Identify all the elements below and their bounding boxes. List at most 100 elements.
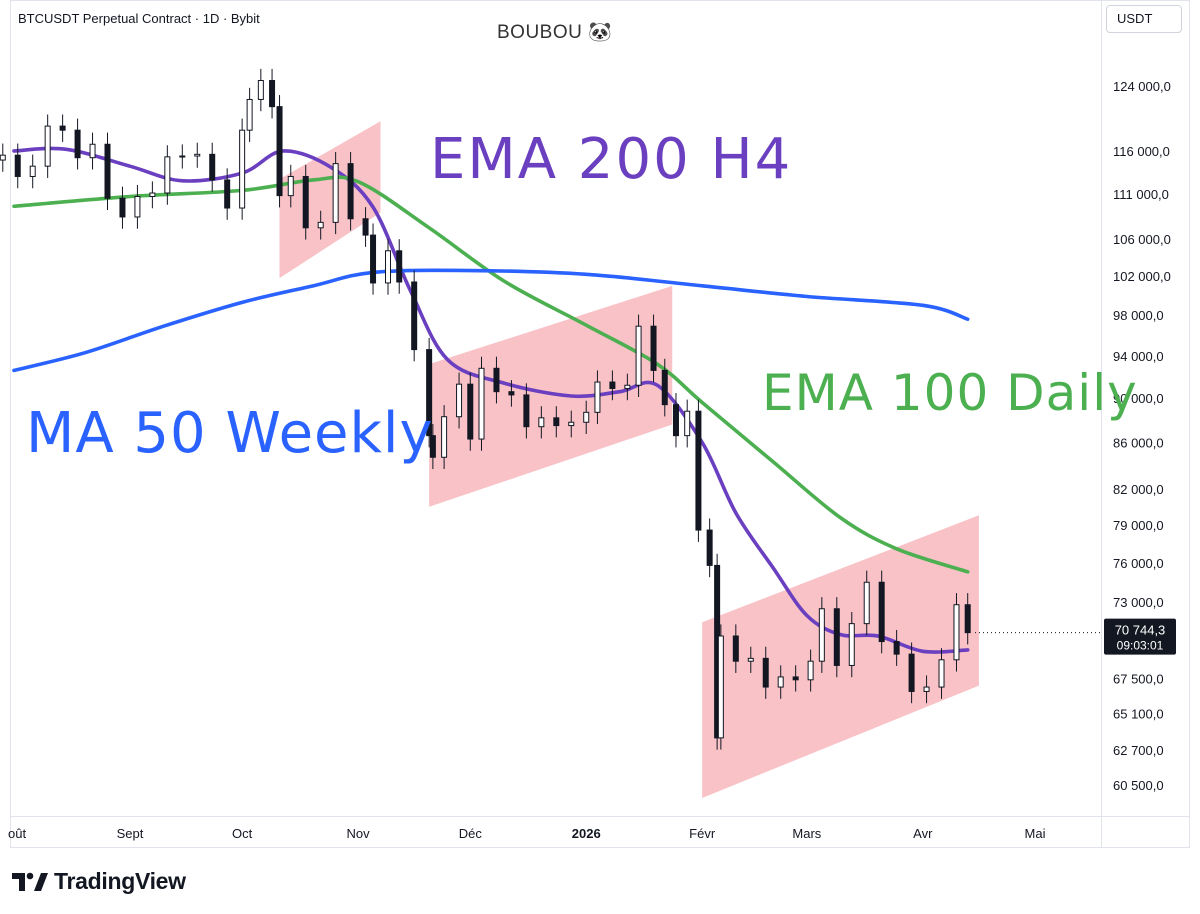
- candle-body: [878, 581, 885, 643]
- candle: [467, 372, 474, 451]
- last-price-value: 70 744,3: [1115, 623, 1166, 638]
- candle-body: [568, 421, 575, 427]
- candle: [493, 356, 500, 404]
- price-tick-label: 98 000,0: [1113, 308, 1164, 323]
- candle-body: [523, 394, 530, 428]
- ema-200-h4-line: [12, 146, 970, 654]
- candle: [635, 314, 642, 398]
- candle-body: [938, 659, 945, 688]
- candle: [594, 370, 601, 425]
- time-tick-label: Mai: [1025, 826, 1046, 841]
- time-tick-label: 2026: [572, 826, 601, 841]
- candle-body: [239, 129, 246, 209]
- candle: [209, 142, 216, 192]
- candle: [14, 143, 21, 189]
- axes-layer: 124 000,0 116 000,0 111 000,0 106 000,0 102 …: [8, 79, 1171, 841]
- candle: [224, 168, 231, 220]
- tradingview-brand[interactable]: TradingView: [12, 868, 186, 895]
- candle-body: [964, 604, 971, 634]
- candle: [792, 665, 799, 692]
- candle: [29, 154, 36, 189]
- candle: [89, 132, 96, 170]
- candle-body: [29, 165, 36, 177]
- candle-body: [362, 218, 369, 236]
- candle: [878, 570, 885, 654]
- candle: [818, 597, 825, 673]
- candle: [893, 629, 900, 666]
- candle: [863, 570, 870, 636]
- candle: [44, 114, 51, 178]
- candle: [848, 612, 855, 678]
- candle: [777, 665, 784, 699]
- candle: [74, 118, 81, 170]
- candle-body: [287, 175, 294, 197]
- candle-body: [347, 163, 354, 220]
- candle-body: [370, 234, 377, 284]
- candle: [908, 642, 915, 704]
- price-scale-divider: [1101, 0, 1102, 848]
- candle-body: [467, 383, 474, 440]
- candle-body: [74, 129, 81, 159]
- currency-selector[interactable]: USDT: [1106, 5, 1182, 33]
- candle: [706, 518, 713, 578]
- candle-body: [594, 381, 601, 413]
- candle: [332, 152, 339, 235]
- candle: [672, 393, 679, 448]
- symbol-title[interactable]: BTCUSDT Perpetual Contract · 1D · Bybit: [18, 11, 260, 26]
- candle-body: [747, 657, 754, 662]
- chart-frame: [10, 0, 1190, 848]
- candle: [523, 383, 530, 439]
- price-tick-label: 76 000,0: [1113, 556, 1164, 571]
- candle: [411, 270, 418, 362]
- candle-body: [635, 325, 642, 386]
- time-scale-divider: [10, 816, 1190, 817]
- candle-body: [385, 250, 391, 284]
- candle: [246, 87, 253, 142]
- candle-body: [14, 154, 21, 177]
- candle-body: [493, 367, 500, 393]
- candle-body: [134, 196, 141, 218]
- price-tick-label: 124 000,0: [1113, 79, 1171, 94]
- candle: [149, 181, 156, 209]
- candle-body: [257, 80, 264, 100]
- candle-body: [269, 80, 276, 108]
- candle-body: [908, 653, 915, 692]
- price-tick-label: 94 000,0: [1113, 349, 1164, 364]
- candle: [385, 239, 391, 295]
- candle: [302, 164, 309, 240]
- candle-body: [164, 156, 171, 194]
- candle: [456, 372, 463, 429]
- candle-body: [624, 384, 631, 389]
- price-tick-label: 73 000,0: [1113, 595, 1164, 610]
- candle: [426, 337, 433, 448]
- candle-body: [508, 391, 515, 396]
- candle: [179, 144, 186, 169]
- candle: [964, 593, 971, 645]
- candle-body: [923, 686, 930, 692]
- brand-name: TradingView: [54, 868, 186, 894]
- candle-body: [661, 369, 668, 406]
- candle: [0, 143, 6, 172]
- candle: [362, 207, 369, 247]
- price-tick-label: 102 000,0: [1113, 269, 1171, 284]
- candle: [508, 380, 515, 407]
- candle-body: [332, 163, 339, 223]
- candle-body: [583, 411, 590, 423]
- time-tick-label: Févr: [689, 826, 716, 841]
- candle: [538, 406, 545, 439]
- candle: [370, 223, 377, 295]
- candle: [650, 314, 657, 383]
- time-tick-label: Déc: [459, 826, 483, 841]
- candle: [276, 95, 283, 208]
- price-tick-label: 67 500,0: [1113, 671, 1164, 686]
- price-tick-label: 62 700,0: [1113, 743, 1164, 758]
- candle-body: [848, 623, 855, 666]
- channel-2: [429, 285, 673, 507]
- channel-3: [702, 515, 979, 798]
- candle-body: [441, 416, 448, 458]
- candle-body: [553, 417, 560, 427]
- price-tick-label: 116 000,0: [1113, 144, 1170, 159]
- candle-body: [209, 153, 216, 181]
- candle-body: [246, 98, 253, 131]
